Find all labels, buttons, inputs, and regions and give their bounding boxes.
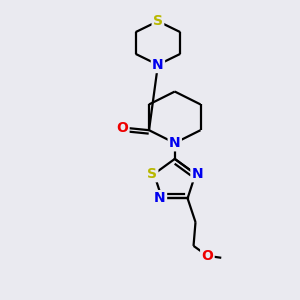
Text: N: N bbox=[154, 191, 166, 205]
Text: N: N bbox=[152, 58, 164, 72]
Text: N: N bbox=[169, 136, 181, 150]
Text: S: S bbox=[153, 14, 163, 28]
Text: O: O bbox=[116, 121, 128, 135]
Text: S: S bbox=[147, 167, 157, 181]
Text: N: N bbox=[192, 167, 203, 181]
Text: O: O bbox=[202, 249, 213, 263]
